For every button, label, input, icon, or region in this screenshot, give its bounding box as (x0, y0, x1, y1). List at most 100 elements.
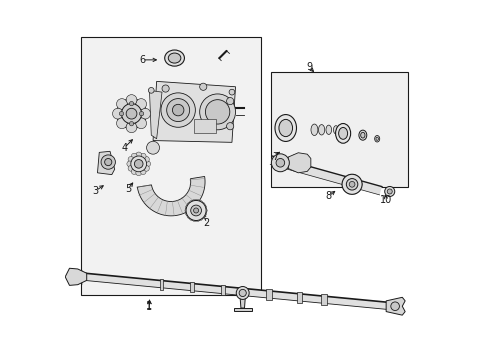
Ellipse shape (168, 53, 181, 63)
Text: 8: 8 (325, 191, 331, 201)
Polygon shape (221, 285, 224, 296)
Circle shape (104, 158, 112, 166)
Ellipse shape (358, 130, 366, 140)
Ellipse shape (335, 123, 350, 143)
Circle shape (184, 208, 190, 213)
Circle shape (347, 175, 351, 179)
Circle shape (112, 108, 123, 119)
Circle shape (239, 289, 246, 297)
Circle shape (341, 182, 346, 186)
Circle shape (126, 122, 137, 133)
Circle shape (116, 118, 127, 129)
Ellipse shape (325, 125, 331, 134)
Circle shape (341, 174, 362, 194)
Circle shape (195, 216, 200, 221)
Polygon shape (386, 297, 405, 315)
Circle shape (185, 211, 190, 216)
Polygon shape (84, 273, 391, 310)
Circle shape (139, 112, 143, 116)
Circle shape (136, 99, 146, 109)
Text: 6: 6 (139, 55, 145, 65)
Ellipse shape (333, 126, 338, 134)
Circle shape (347, 190, 351, 194)
Circle shape (352, 190, 356, 194)
Circle shape (201, 205, 206, 210)
Circle shape (384, 186, 394, 197)
Ellipse shape (274, 114, 296, 141)
Circle shape (356, 177, 360, 182)
Circle shape (226, 123, 233, 130)
Circle shape (200, 202, 205, 207)
Text: 10: 10 (379, 195, 391, 205)
Circle shape (273, 165, 277, 170)
Circle shape (116, 99, 127, 109)
Polygon shape (137, 176, 204, 216)
Circle shape (189, 201, 194, 206)
Circle shape (200, 213, 205, 219)
Circle shape (278, 167, 282, 171)
Circle shape (126, 95, 137, 105)
Text: 1: 1 (146, 301, 152, 311)
Circle shape (343, 177, 347, 182)
Circle shape (129, 102, 133, 106)
Circle shape (199, 94, 235, 130)
Circle shape (131, 153, 137, 159)
Circle shape (189, 215, 194, 220)
Polygon shape (233, 308, 251, 311)
Circle shape (116, 99, 146, 129)
Text: 3: 3 (92, 186, 99, 196)
Polygon shape (296, 292, 302, 303)
Circle shape (143, 166, 149, 171)
Circle shape (276, 158, 284, 167)
Bar (81, 37, 260, 295)
Circle shape (190, 205, 201, 216)
Circle shape (128, 157, 134, 162)
Polygon shape (153, 81, 235, 142)
Ellipse shape (375, 137, 378, 140)
Circle shape (278, 154, 282, 158)
Circle shape (172, 104, 183, 116)
Circle shape (143, 157, 149, 162)
Text: 7: 7 (271, 152, 278, 162)
Text: 1: 1 (146, 302, 152, 312)
Circle shape (119, 112, 123, 116)
Circle shape (192, 199, 197, 204)
Circle shape (101, 155, 115, 169)
Circle shape (161, 93, 195, 127)
Ellipse shape (360, 132, 364, 138)
Text: 4: 4 (121, 143, 127, 153)
Circle shape (356, 187, 360, 191)
Circle shape (228, 89, 234, 95)
Circle shape (136, 118, 146, 129)
Circle shape (352, 175, 356, 179)
Circle shape (140, 153, 146, 159)
Circle shape (131, 169, 137, 175)
Polygon shape (239, 294, 245, 308)
Circle shape (271, 161, 276, 165)
Circle shape (136, 152, 142, 158)
Circle shape (148, 87, 154, 93)
Circle shape (140, 169, 146, 175)
Text: 9: 9 (305, 62, 311, 72)
Ellipse shape (374, 135, 379, 142)
Polygon shape (270, 156, 381, 195)
Circle shape (282, 165, 286, 170)
Circle shape (192, 216, 197, 221)
Polygon shape (97, 151, 115, 175)
Ellipse shape (338, 127, 347, 139)
Ellipse shape (318, 125, 324, 135)
Polygon shape (65, 268, 86, 285)
Circle shape (348, 181, 354, 187)
Ellipse shape (164, 50, 184, 66)
Circle shape (198, 201, 203, 206)
Circle shape (131, 156, 146, 172)
Circle shape (386, 189, 391, 194)
Circle shape (236, 287, 249, 300)
Circle shape (198, 215, 203, 220)
Circle shape (185, 205, 190, 210)
Circle shape (343, 187, 347, 191)
Circle shape (271, 154, 289, 172)
Circle shape (346, 179, 357, 190)
Circle shape (136, 170, 142, 176)
Circle shape (193, 208, 198, 213)
